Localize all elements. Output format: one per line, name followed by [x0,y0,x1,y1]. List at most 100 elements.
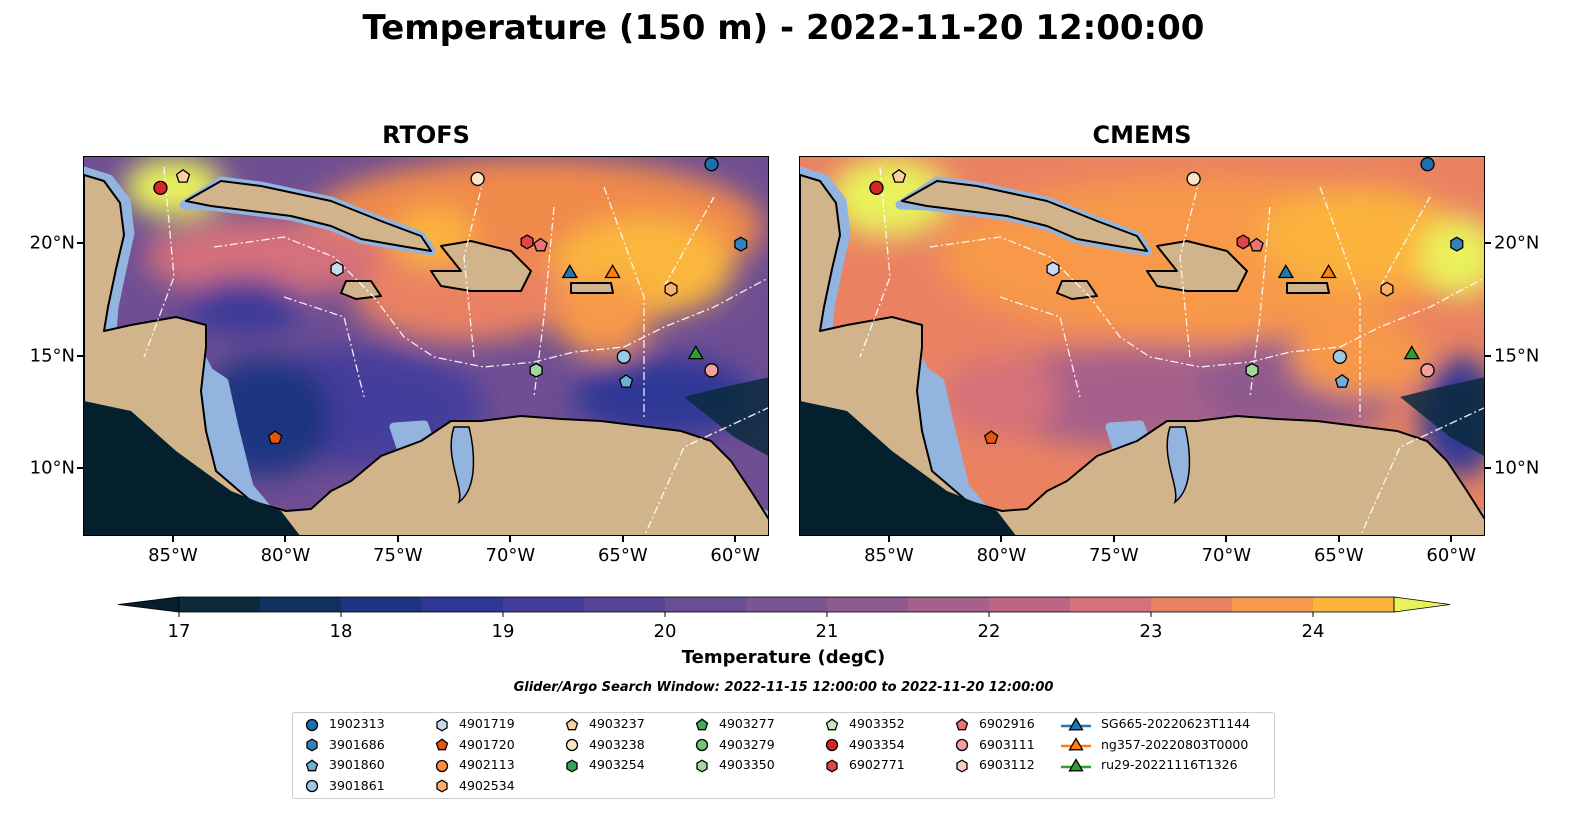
lat-tick [1485,242,1491,245]
marker-4903238[interactable] [470,171,485,186]
legend-label: 3901860 [329,757,385,772]
lon-tick-label: 80°W [260,545,311,566]
marker-3901686[interactable] [734,236,748,252]
marker-6902916[interactable] [533,237,548,252]
colorbar-tick-label: 24 [1301,621,1325,642]
hexagon-marker-icon [306,738,318,752]
marker-4901720[interactable] [983,430,999,445]
marker-4903350[interactable] [529,362,543,378]
marker-4902534[interactable] [664,281,678,297]
colorbar-bin [989,597,1071,612]
lon-tick-label: 80°W [976,545,1027,566]
marker-1902313[interactable] [1420,157,1435,172]
lon-tick [284,536,287,542]
circle-marker-icon [955,738,969,752]
colorbar-tick-label: 20 [653,621,677,642]
lat-tick-label: 15°N [1494,345,1540,367]
legend-item: 4903277 [695,715,775,733]
legend-item: 4902113 [435,756,515,774]
marker-4903238[interactable] [1186,171,1201,186]
colorbar-tick-label: 17 [167,621,191,642]
colorbar-bin [908,597,990,612]
lat-tick-label: 10°N [1494,457,1540,479]
legend-item: 6902916 [955,715,1035,733]
colorbar-tick-label: 23 [1139,621,1163,642]
marker-3901861[interactable] [616,349,631,364]
lon-tick-label: 60°W [710,545,761,566]
marker-6902916[interactable] [1249,237,1264,252]
circle-marker-icon [305,779,319,793]
marker-4903350[interactable] [1245,362,1259,378]
marker-SG665-20220623T1144[interactable] [561,264,579,279]
marker-1902313[interactable] [704,157,719,172]
marker-SG665-20220623T1144[interactable] [1277,264,1295,279]
marker-6903111[interactable] [704,363,719,378]
lon-tick-label: 65°W [597,545,648,566]
rtofs-map[interactable] [83,156,769,536]
legend-label: 4901719 [459,716,515,731]
marker-4903237[interactable] [891,168,907,183]
legend-label: 4903354 [849,736,905,752]
marker-6902771[interactable] [520,234,534,250]
legend-label: 4903350 [719,757,775,772]
legend-label: 4902534 [459,777,515,793]
legend-item: 6903111 [955,736,1035,754]
marker-4901719[interactable] [330,261,344,277]
legend-label: 3901861 [329,777,385,793]
marker-3901686[interactable] [1450,236,1464,252]
lat-tick-label: 15°N [29,345,75,367]
colorbar-bin [503,597,585,612]
legend-label: 4903238 [589,736,645,752]
marker-6902771[interactable] [1236,234,1250,250]
lon-tick-label: 75°W [1089,545,1139,566]
legend-item: 4903237 [565,715,645,733]
marker-3901860[interactable] [618,373,634,388]
colorbar-bin [341,597,423,612]
lat-tick [77,242,83,245]
legend-item: 4903354 [825,736,905,754]
marker-4901719[interactable] [1046,261,1060,277]
pentagon-marker-icon [435,738,449,751]
marker-6903111[interactable] [1420,363,1435,378]
colorbar [117,596,1451,617]
colorbar-bin [1070,597,1152,612]
marker-4901720[interactable] [267,430,283,445]
marker-4903354[interactable] [869,180,884,196]
marker-layer [153,157,748,445]
legend-label: ru29-20221116T1326 [1101,757,1238,772]
colorbar-extend-low [117,596,180,613]
marker-4902534[interactable] [1380,281,1394,297]
marker-3901860[interactable] [1334,373,1350,388]
legend-item: 4903350 [695,756,775,774]
marker-4903354[interactable] [153,180,168,196]
lat-tick-label: 10°N [29,457,75,479]
circle-marker-icon [695,738,709,752]
lat-tick [1485,354,1491,357]
legend-item: ng357-20220803T0000 [1061,736,1248,754]
legend-item: 4902534 [435,777,515,795]
marker-3901861[interactable] [1332,349,1347,364]
marker-ru29-20221116T1326[interactable] [1403,345,1420,360]
marker-ng357-20220803T0000[interactable] [604,264,621,279]
lon-tick [509,536,512,542]
marker-ru29-20221116T1326[interactable] [687,345,704,360]
lon-tick [887,536,890,542]
marker-ng357-20220803T0000[interactable] [1320,264,1337,279]
circle-marker-icon [825,738,839,752]
hexagon-marker-icon [436,779,448,793]
colorbar-bin [827,597,909,612]
lon-tick [734,536,737,542]
pentagon-marker-icon [695,717,709,730]
legend-label: 4903279 [719,736,775,752]
legend-label: 4903277 [719,716,775,731]
marker-4903237[interactable] [175,168,191,183]
legend-label: 6903112 [979,757,1035,772]
search-window-text: Glider/Argo Search Window: 2022-11-15 12… [513,680,1054,695]
lon-tick [396,536,399,542]
lon-tick-label: 85°W [148,545,198,566]
lon-tick [621,536,624,542]
lon-tick [1337,536,1340,542]
cmems-map[interactable] [799,156,1485,536]
lon-tick-label: 65°W [1313,545,1364,566]
legend-item: 4901720 [435,736,515,754]
